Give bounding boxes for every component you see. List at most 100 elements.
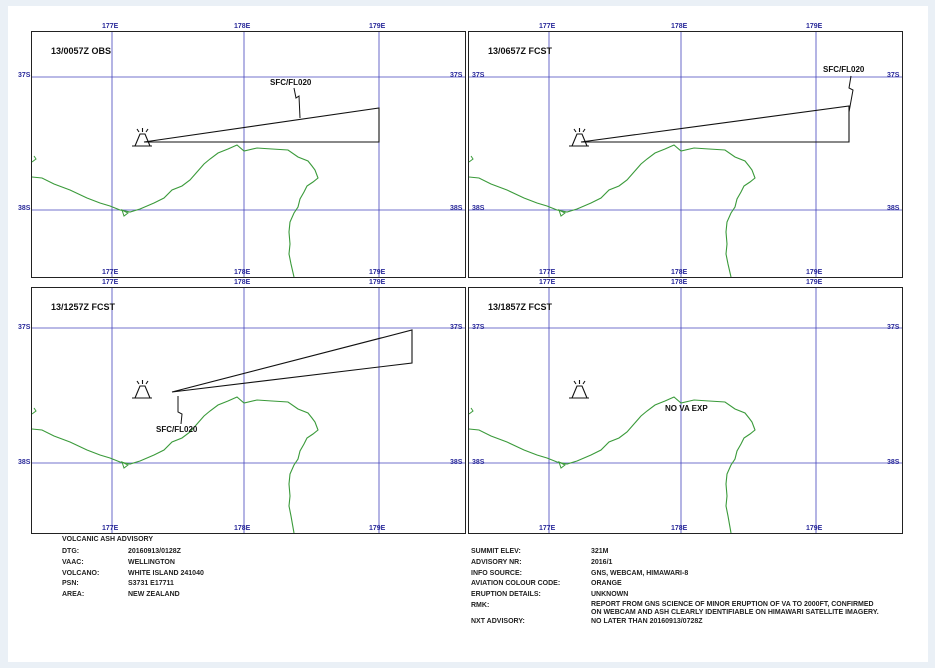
panel-time-title: 13/0657Z FCST — [488, 46, 553, 56]
lon-tick-bottom-177: 177E — [539, 525, 556, 532]
advisory-row: VAAC: WELLINGTON — [62, 558, 392, 569]
advisory-key: INFO SOURCE: — [471, 569, 522, 577]
ash-cloud-polygon — [143, 107, 380, 143]
map-panel-fcst-1257: 13/1257Z FCST SFC/FL020 177E 178E 179E 1… — [18, 279, 466, 534]
lon-tick-bottom-178: 178E — [671, 525, 688, 532]
lon-tick-top-178: 178E — [671, 23, 688, 30]
advisory-value: 321M — [591, 548, 609, 555]
advisory-value: ORANGE — [591, 580, 622, 588]
flight-level-label: SFC/FL020 — [156, 425, 198, 434]
lon-tick-top-179: 179E — [806, 279, 823, 286]
ash-cloud-polygon — [171, 329, 413, 393]
island — [121, 461, 129, 469]
lon-tick-top-178: 178E — [671, 279, 688, 286]
lon-tick-bottom-179: 179E — [806, 269, 823, 276]
panel-time-title: 13/1857Z FCST — [488, 302, 553, 312]
lat-tick-left-38: 38S — [472, 459, 485, 466]
advisory-value: NEW ZEALAND — [128, 591, 180, 599]
lat-tick-left-38: 38S — [18, 205, 31, 212]
advisory-key: AREA: — [62, 591, 85, 599]
advisory-row: ADVISORY NR: 2016/1 — [471, 558, 881, 569]
lon-tick-bottom-178: 178E — [234, 525, 251, 532]
coastline-fragment — [468, 155, 474, 163]
advisory-value: WHITE ISLAND 241040 — [128, 569, 204, 577]
lon-tick-top-177: 177E — [539, 279, 556, 286]
lon-tick-bottom-178: 178E — [671, 269, 688, 276]
label-pointer — [848, 75, 854, 113]
lon-tick-top-178: 178E — [234, 23, 251, 30]
volcano-icon — [132, 380, 152, 399]
map-panel-fcst-0657: 13/0657Z FCST SFC/FL020 177E 178E 179E 1… — [468, 23, 903, 278]
lon-tick-top-177: 177E — [539, 23, 556, 30]
advisory-key: ADVISORY NR: — [471, 558, 522, 566]
volcano-icon — [132, 128, 152, 147]
coastline-fragment — [31, 407, 37, 415]
lat-tick-right-37: 37S — [450, 72, 463, 79]
lon-tick-bottom-178: 178E — [234, 269, 251, 276]
graticule — [469, 288, 902, 533]
lat-tick-left-38: 38S — [18, 459, 31, 466]
lon-tick-top-179: 179E — [806, 23, 823, 30]
advisory-row: SUMMIT ELEV: 321M — [471, 547, 881, 558]
island — [558, 461, 566, 469]
lat-tick-right-38: 38S — [887, 205, 900, 212]
lat-tick-right-37: 37S — [450, 324, 463, 331]
coastline-fragment — [31, 155, 37, 163]
advisory-value: NO LATER THAN 20160913/0728Z — [591, 617, 703, 625]
advisory-heading: VOLCANIC ASH ADVISORY — [62, 536, 154, 543]
lat-tick-left-38: 38S — [472, 205, 485, 212]
lat-tick-left-37: 37S — [472, 72, 485, 79]
coastline — [31, 144, 319, 278]
panel-time-title: 13/1257Z FCST — [51, 302, 116, 312]
lon-tick-bottom-179: 179E — [369, 269, 386, 276]
lon-tick-bottom-177: 177E — [539, 269, 556, 276]
advisory-key: AVIATION COLOUR CODE: — [471, 580, 561, 588]
advisory-row: AREA: NEW ZEALAND — [62, 590, 392, 601]
lat-tick-left-37: 37S — [18, 324, 31, 331]
advisory-row: AVIATION COLOUR CODE: ORANGE — [471, 579, 881, 590]
coastline — [468, 396, 756, 534]
lat-tick-right-37: 37S — [887, 72, 900, 79]
advisory-key: VAAC: — [62, 558, 84, 566]
advisory-row: PSN: S3731 E17711 — [62, 579, 392, 590]
lat-tick-left-37: 37S — [18, 72, 31, 79]
lon-tick-top-179: 179E — [369, 23, 386, 30]
advisory-value: 20160913/0128Z — [128, 548, 181, 555]
lat-tick-right-38: 38S — [887, 459, 900, 466]
advisory-remark: REPORT FROM GNS SCIENCE OF MINOR ERUPTIO… — [591, 600, 879, 616]
advisory-value: WELLINGTON — [128, 558, 175, 566]
advisory-row: INFO SOURCE: GNS, WEBCAM, HIMAWARI-8 — [471, 569, 881, 580]
advisory-key: NXT ADVISORY: — [471, 617, 525, 625]
advisory-key: RMK: — [471, 601, 490, 609]
graticule — [469, 32, 902, 277]
advisory-key: PSN: — [62, 580, 79, 588]
coastline — [468, 144, 756, 278]
map-canvas — [468, 288, 902, 534]
label-pointer — [177, 396, 183, 425]
ash-cloud-polygon — [580, 105, 850, 143]
advisory-row: ERUPTION DETAILS: UNKNOWN — [471, 590, 881, 601]
volcano-icon — [569, 380, 589, 399]
coastline-fragment — [468, 407, 474, 415]
island — [121, 209, 129, 217]
graticule — [32, 32, 465, 277]
lon-tick-top-177: 177E — [102, 279, 119, 286]
advisory-value: GNS, WEBCAM, HIMAWARI-8 — [591, 569, 689, 577]
lon-tick-top-179: 179E — [369, 279, 386, 286]
flight-level-label: SFC/FL020 — [270, 78, 312, 87]
advisory-row: RMK: REPORT FROM GNS SCIENCE OF MINOR ERU… — [471, 601, 881, 617]
label-pointer — [293, 87, 301, 119]
advisory-value: 2016/1 — [591, 558, 613, 566]
graticule — [32, 288, 465, 533]
lon-tick-bottom-179: 179E — [806, 525, 823, 532]
lat-tick-right-37: 37S — [887, 324, 900, 331]
lon-tick-bottom-177: 177E — [102, 525, 119, 532]
advisory-key: SUMMIT ELEV: — [471, 548, 521, 555]
lat-tick-right-38: 38S — [450, 205, 463, 212]
lat-tick-right-38: 38S — [450, 459, 463, 466]
advisory-key: DTG: — [62, 548, 80, 555]
advisory-key: VOLCANO: — [62, 569, 100, 577]
flight-level-label: SFC/FL020 — [823, 65, 865, 74]
map-panel-fcst-1857: 13/1857Z FCST NO VA EXP 177E 178E 179E 1… — [468, 279, 903, 534]
advisory-row: DTG: 20160913/0128Z — [62, 547, 392, 558]
